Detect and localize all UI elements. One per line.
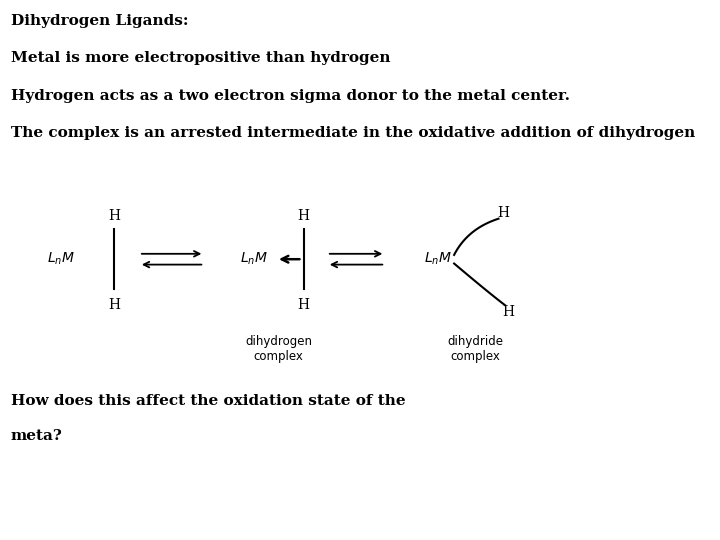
Text: H: H [297,209,310,223]
Text: $L_nM$: $L_nM$ [240,251,268,267]
Text: H: H [108,298,120,312]
Text: Hydrogen acts as a two electron sigma donor to the metal center.: Hydrogen acts as a two electron sigma do… [11,89,570,103]
Text: H: H [497,206,509,220]
Text: Metal is more electropositive than hydrogen: Metal is more electropositive than hydro… [11,51,390,65]
Text: H: H [297,298,310,312]
Text: dihydrogen
complex: dihydrogen complex [246,335,312,363]
Text: The complex is an arrested intermediate in the oxidative addition of dihydrogen: The complex is an arrested intermediate … [11,126,695,140]
Text: How does this affect the oxidation state of the: How does this affect the oxidation state… [11,394,405,408]
Text: H: H [502,305,514,319]
Text: Dihydrogen Ligands:: Dihydrogen Ligands: [11,14,188,28]
Text: meta?: meta? [11,429,62,443]
Text: $L_nM$: $L_nM$ [424,251,451,267]
Text: H: H [108,209,120,223]
Text: $L_nM$: $L_nM$ [48,251,75,267]
Text: dihydride
complex: dihydride complex [448,335,504,363]
